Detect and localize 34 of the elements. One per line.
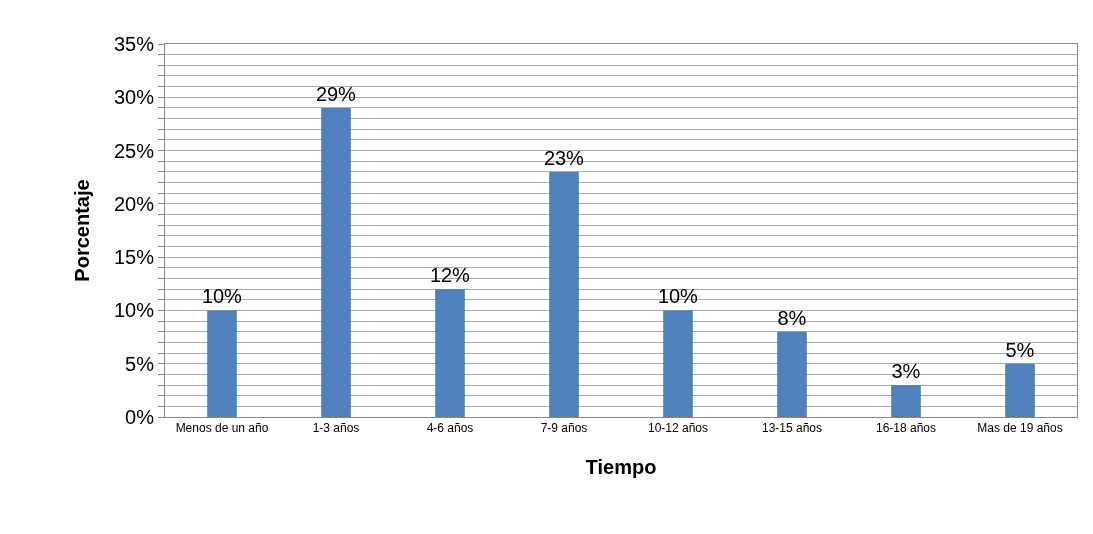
y-axis-title: Porcentaje	[71, 179, 94, 282]
data-label: 5%	[1005, 338, 1035, 361]
data-label: 12%	[429, 264, 471, 287]
y-tick-label: 5%	[125, 352, 155, 375]
bar	[435, 289, 465, 417]
bar	[549, 171, 579, 417]
data-label: 3%	[891, 360, 921, 383]
bar	[891, 385, 921, 417]
x-tick-label: 7-9 años	[540, 421, 588, 436]
y-tick-label: 25%	[113, 139, 155, 162]
bar	[663, 310, 693, 417]
x-tick-label: 16-18 años	[875, 421, 937, 436]
x-axis-title: Tiempo	[585, 455, 657, 478]
y-tick-label: 10%	[113, 299, 155, 322]
data-label: 8%	[777, 306, 807, 329]
x-tick-label: 13-15 años	[761, 421, 823, 436]
data-label: 10%	[657, 285, 699, 308]
bar	[1005, 363, 1035, 417]
x-tick-label: 4-6 años	[426, 421, 474, 436]
x-tick-label: 10-12 años	[647, 421, 709, 436]
data-label: 23%	[543, 146, 585, 169]
x-tick-label: Mas de 19 años	[977, 421, 1063, 436]
bar	[321, 107, 351, 417]
data-label: 29%	[315, 82, 357, 105]
bar	[207, 310, 237, 417]
y-tick-label: 0%	[125, 406, 155, 428]
y-tick-label: 30%	[113, 86, 155, 109]
x-tick-label: Menos de un año	[175, 421, 269, 436]
y-tick-label: 15%	[113, 246, 155, 269]
data-label: 10%	[201, 285, 243, 308]
x-tick-label: 1-3 años	[312, 421, 360, 436]
y-tick-label: 35%	[113, 33, 155, 55]
bar	[777, 331, 807, 417]
y-tick-label: 20%	[113, 192, 155, 215]
